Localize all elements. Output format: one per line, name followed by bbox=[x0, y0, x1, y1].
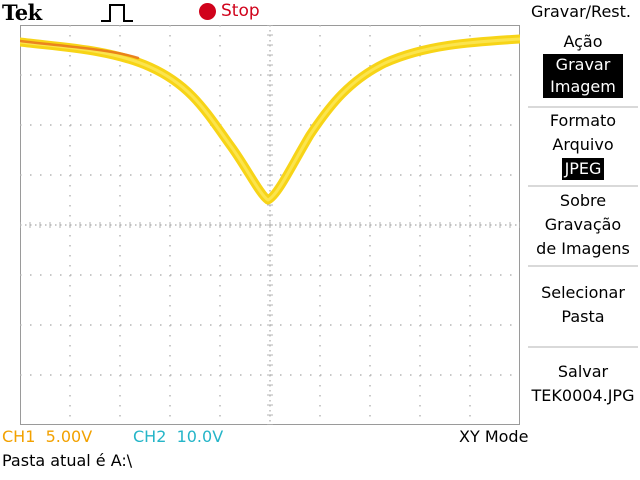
rising-pulse-icon bbox=[101, 4, 133, 22]
action-value-line2: Imagem bbox=[550, 77, 616, 96]
brand-logo: Tek bbox=[2, 0, 42, 25]
run-state-indicator: Stop bbox=[199, 0, 260, 22]
format-label-line1: Formato bbox=[549, 111, 617, 130]
about-image-save-button[interactable]: Sobre Gravação de Imagens bbox=[526, 189, 640, 261]
format-label-line2: Arquivo bbox=[552, 135, 614, 154]
side-menu: Gravar/Rest. Ação Gravar Imagem Formato … bbox=[522, 0, 640, 410]
ch2-label: CH2 bbox=[133, 427, 167, 446]
about-line3: de Imagens bbox=[536, 239, 630, 258]
select-folder-button[interactable]: Selecionar Pasta bbox=[526, 281, 640, 329]
action-value-line1: Gravar bbox=[555, 55, 611, 74]
action-button[interactable]: Ação Gravar Imagem bbox=[526, 30, 640, 98]
menu-divider bbox=[528, 106, 638, 108]
run-state-text: Stop bbox=[221, 1, 260, 21]
about-line1: Sobre bbox=[559, 191, 607, 210]
save-line1: Salvar bbox=[557, 362, 609, 381]
select-line1: Selecionar bbox=[541, 283, 625, 302]
about-line2: Gravação bbox=[544, 215, 622, 234]
ch2-readout[interactable]: CH2 10.0V bbox=[133, 427, 223, 446]
current-folder-status: Pasta atual é A:\ bbox=[2, 451, 133, 470]
select-line2: Pasta bbox=[561, 307, 605, 326]
ch1-scale: 5.00V bbox=[45, 427, 93, 446]
ch2-scale: 10.0V bbox=[176, 427, 224, 446]
menu-divider bbox=[528, 185, 638, 187]
ch1-label: CH1 bbox=[2, 427, 36, 446]
channel-readouts: CH1 5.00V CH2 10.0V XY Mode bbox=[0, 427, 640, 449]
ch1-readout[interactable]: CH1 5.00V bbox=[2, 427, 92, 446]
xy-trace bbox=[20, 34, 520, 205]
waveform-display bbox=[20, 25, 520, 425]
graticule bbox=[20, 25, 520, 425]
display-mode: XY Mode bbox=[459, 427, 529, 446]
save-line2: TEK0004.JPG bbox=[531, 386, 635, 405]
file-format-button[interactable]: Formato Arquivo JPEG bbox=[526, 109, 640, 181]
format-value: JPEG bbox=[561, 158, 605, 180]
menu-title: Gravar/Rest. bbox=[531, 2, 631, 21]
save-file-button[interactable]: Salvar TEK0004.JPG bbox=[526, 360, 640, 408]
menu-divider bbox=[528, 346, 638, 348]
action-label: Ação bbox=[563, 32, 603, 51]
menu-divider bbox=[528, 265, 638, 267]
stop-dot-icon bbox=[199, 2, 216, 20]
